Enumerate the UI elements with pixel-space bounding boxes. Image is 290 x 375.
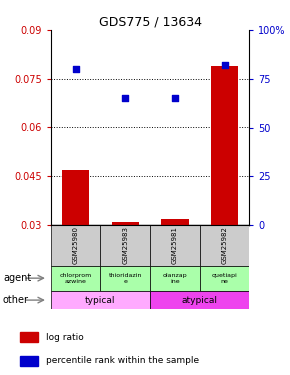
Bar [51, 291, 150, 309]
Text: thioridazin
e: thioridazin e [108, 273, 142, 284]
Bar [112, 222, 139, 225]
Bar [20, 356, 38, 366]
Bar [62, 170, 89, 225]
Bar [51, 266, 100, 291]
Text: percentile rank within the sample: percentile rank within the sample [46, 356, 199, 365]
Text: quetiapi
ne: quetiapi ne [212, 273, 238, 284]
Bar [51, 225, 100, 266]
Text: log ratio: log ratio [46, 333, 84, 342]
Point [222, 62, 227, 68]
Text: other: other [3, 295, 29, 305]
Title: GDS775 / 13634: GDS775 / 13634 [99, 16, 202, 29]
Bar [211, 66, 238, 225]
Text: GSM25980: GSM25980 [72, 226, 79, 264]
Bar [200, 266, 249, 291]
Text: agent: agent [3, 273, 31, 283]
Point [73, 66, 78, 72]
Bar [100, 225, 150, 266]
Bar [161, 219, 188, 225]
Bar [150, 266, 200, 291]
Text: GSM25981: GSM25981 [172, 226, 178, 264]
Bar [100, 266, 150, 291]
Text: atypical: atypical [182, 296, 218, 304]
Bar [20, 332, 38, 342]
Bar [200, 225, 249, 266]
Bar [150, 291, 249, 309]
Text: typical: typical [85, 296, 116, 304]
Text: olanzap
ine: olanzap ine [163, 273, 187, 284]
Point [173, 95, 177, 101]
Text: chlorprom
azwine: chlorprom azwine [59, 273, 92, 284]
Point [123, 95, 128, 101]
Text: GSM25982: GSM25982 [222, 226, 228, 264]
Bar [150, 225, 200, 266]
Text: GSM25983: GSM25983 [122, 226, 128, 264]
